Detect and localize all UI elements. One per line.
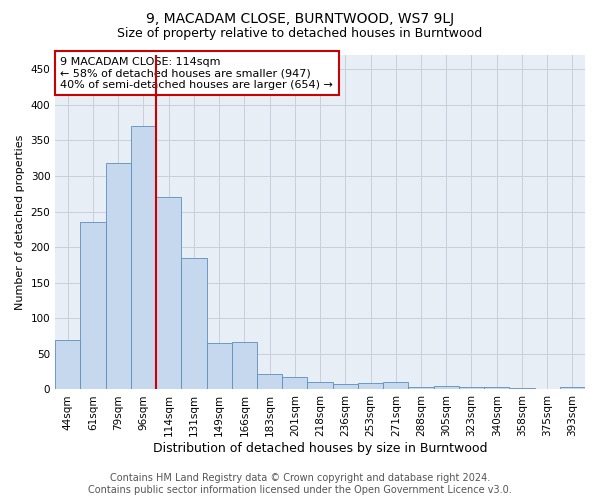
Bar [131,126,156,390]
Bar [383,382,409,390]
Bar [55,340,80,390]
Bar [257,374,282,390]
Text: Size of property relative to detached houses in Burntwood: Size of property relative to detached ho… [118,28,482,40]
Bar [560,388,585,390]
Bar [232,342,257,390]
Bar [459,386,484,390]
Bar [106,163,131,390]
Bar [206,343,232,390]
Bar [156,198,181,390]
Bar [484,386,509,390]
Bar [181,258,206,390]
Bar [409,386,434,390]
Text: Contains HM Land Registry data © Crown copyright and database right 2024.
Contai: Contains HM Land Registry data © Crown c… [88,474,512,495]
X-axis label: Distribution of detached houses by size in Burntwood: Distribution of detached houses by size … [153,442,487,455]
Bar [358,383,383,390]
Bar [434,386,459,390]
Bar [332,384,358,390]
Y-axis label: Number of detached properties: Number of detached properties [15,134,25,310]
Bar [307,382,332,390]
Text: 9 MACADAM CLOSE: 114sqm
← 58% of detached houses are smaller (947)
40% of semi-d: 9 MACADAM CLOSE: 114sqm ← 58% of detache… [61,56,334,90]
Bar [282,376,307,390]
Text: 9, MACADAM CLOSE, BURNTWOOD, WS7 9LJ: 9, MACADAM CLOSE, BURNTWOOD, WS7 9LJ [146,12,454,26]
Bar [80,222,106,390]
Bar [509,388,535,390]
